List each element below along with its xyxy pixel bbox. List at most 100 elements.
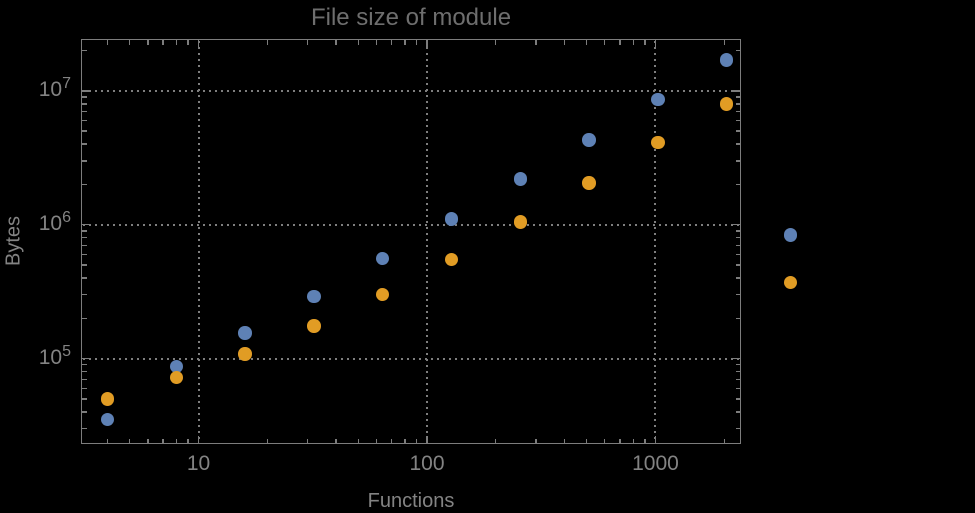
tick-mark (82, 110, 87, 113)
tick-mark (266, 438, 268, 443)
tick-mark (82, 277, 87, 279)
data-point-blue (376, 251, 390, 266)
tick-mark (735, 264, 740, 266)
data-point-orange (783, 275, 798, 290)
data-point-blue (651, 92, 665, 107)
x-gridline (197, 41, 200, 442)
tick-mark (266, 40, 268, 45)
tick-mark (129, 438, 131, 443)
data-point-orange (444, 252, 459, 267)
tick-mark (735, 143, 740, 145)
tick-mark (82, 378, 87, 380)
tick-mark (375, 438, 377, 443)
tick-mark (585, 40, 588, 45)
tick-mark (82, 96, 87, 98)
tick-mark (82, 183, 87, 186)
tick-mark (175, 438, 178, 443)
y-tick-mantissa: 10 (38, 77, 63, 101)
tick-mark (723, 438, 725, 443)
tick-mark (390, 40, 393, 45)
tick-mark (426, 435, 428, 443)
tick-mark (735, 96, 740, 98)
y-tick-exponent: 7 (62, 74, 71, 92)
tick-mark (82, 160, 87, 162)
data-point-blue (100, 412, 115, 427)
tick-mark (535, 40, 537, 45)
tick-mark (415, 40, 418, 45)
tick-mark (563, 438, 566, 443)
tick-mark (82, 143, 87, 145)
tick-mark (82, 244, 87, 247)
data-point-orange (651, 136, 665, 150)
tick-mark (147, 40, 149, 45)
tick-mark (604, 438, 606, 443)
tick-mark (563, 40, 566, 45)
tick-mark (632, 40, 635, 45)
tick-mark (735, 237, 740, 239)
chart-title: File size of module (310, 4, 512, 31)
tick-mark (82, 224, 90, 226)
tick-mark (162, 438, 164, 443)
tick-mark (495, 438, 497, 443)
data-point-blue (444, 212, 459, 226)
tick-mark (735, 363, 740, 366)
tick-mark (82, 49, 87, 52)
data-point-blue (719, 53, 734, 67)
y-tick-label: 107 (0, 75, 71, 101)
y-gridline (83, 89, 739, 92)
data-point-blue (169, 359, 184, 374)
tick-mark (197, 40, 200, 48)
y-gridline (83, 357, 739, 360)
data-point-orange (100, 392, 115, 406)
tick-mark (735, 294, 740, 296)
tick-mark (82, 427, 87, 430)
tick-mark (735, 398, 740, 400)
tick-mark (604, 40, 606, 45)
data-point-orange (307, 319, 321, 333)
data-point-orange (376, 288, 390, 302)
tick-mark (82, 237, 87, 239)
tick-mark (82, 264, 87, 266)
tick-mark (187, 40, 189, 45)
tick-mark (415, 438, 418, 443)
tick-mark (426, 40, 428, 48)
tick-mark (82, 103, 87, 105)
tick-mark (619, 40, 621, 45)
plot-frame (81, 39, 741, 444)
data-point-orange (719, 97, 734, 111)
tick-mark (82, 398, 87, 400)
y-axis-label: Bytes (2, 215, 25, 267)
tick-mark (735, 130, 740, 132)
tick-mark (644, 438, 646, 443)
tick-mark (357, 40, 359, 45)
tick-mark (82, 370, 87, 373)
tick-mark (735, 317, 740, 319)
y-tick-label: 105 (0, 343, 71, 368)
tick-mark (723, 40, 725, 45)
x-tick-label: 1000 (632, 452, 679, 475)
x-gridline (654, 41, 657, 442)
tick-mark (357, 438, 359, 443)
tick-mark (735, 427, 740, 430)
data-point-orange (238, 347, 252, 361)
y-tick-mantissa: 10 (38, 211, 63, 235)
tick-mark (735, 49, 740, 52)
data-point-orange (169, 370, 184, 385)
data-point-blue (307, 289, 321, 304)
tick-mark (735, 160, 740, 162)
tick-mark (535, 438, 537, 443)
tick-mark (106, 40, 109, 45)
tick-mark (106, 438, 109, 443)
tick-mark (619, 438, 621, 443)
tick-mark (306, 40, 309, 45)
data-point-blue (238, 326, 252, 340)
tick-mark (732, 224, 740, 226)
tick-mark (82, 317, 87, 319)
data-point-blue (582, 133, 596, 147)
tick-mark (129, 40, 131, 45)
tick-mark (495, 40, 497, 45)
tick-mark (175, 40, 178, 45)
tick-mark (335, 438, 337, 443)
tick-mark (197, 435, 200, 443)
